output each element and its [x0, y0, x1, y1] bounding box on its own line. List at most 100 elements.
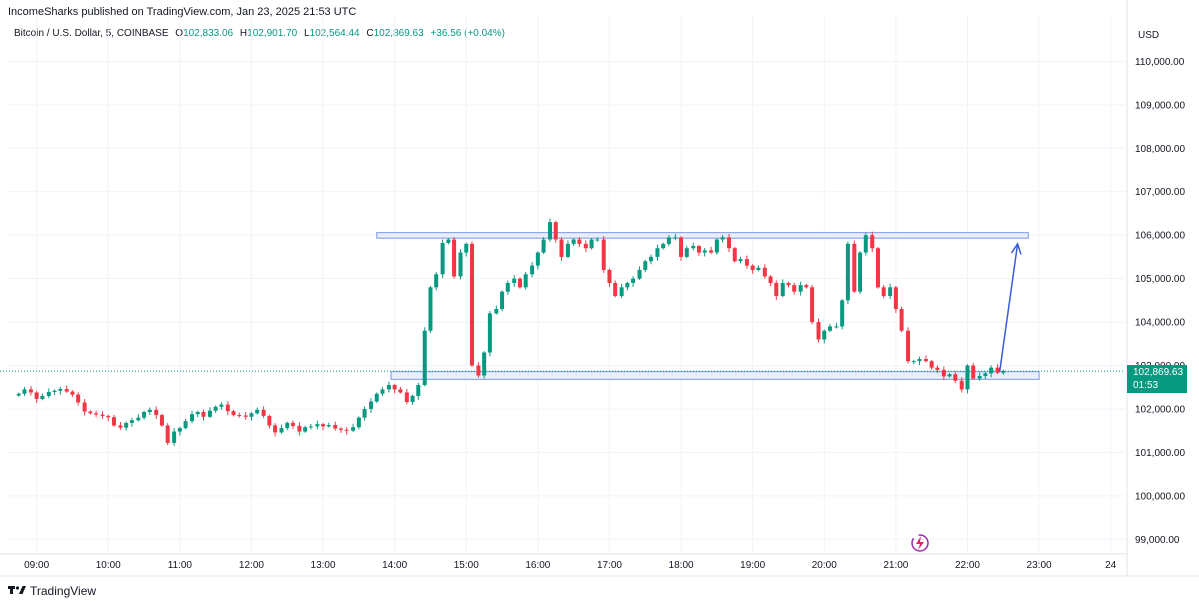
candle	[935, 365, 940, 373]
candle-body	[249, 413, 254, 417]
candle	[750, 264, 755, 274]
candle-body	[177, 428, 182, 432]
last-price-tag: 102,869.63 01:53	[1127, 365, 1187, 393]
candle-body	[290, 422, 295, 426]
candle	[906, 327, 911, 364]
candle-body	[935, 367, 940, 370]
y-tick-label: 108,000.00	[1135, 144, 1185, 155]
candle	[786, 281, 791, 288]
candle	[774, 280, 779, 300]
candle	[52, 389, 57, 396]
y-tick-label: 104,000.00	[1135, 318, 1185, 329]
x-tick-label: 22:00	[955, 560, 980, 571]
candle-body	[732, 248, 737, 262]
candle-body	[798, 285, 803, 292]
candle-body	[154, 409, 159, 416]
candle	[285, 421, 290, 431]
candle	[780, 279, 785, 298]
candle-body	[625, 282, 630, 288]
candle-body	[494, 309, 499, 314]
candle-body	[213, 406, 218, 411]
candle	[100, 411, 105, 419]
candle-body	[434, 274, 439, 288]
candle	[631, 276, 636, 287]
candle-body	[261, 409, 266, 416]
candle-body	[571, 239, 576, 244]
candle-body	[774, 282, 779, 296]
candle-body	[344, 429, 349, 431]
candle-body	[404, 392, 409, 403]
candle	[255, 407, 260, 415]
candle-body	[607, 269, 612, 283]
candle	[583, 240, 588, 253]
candle-body	[977, 375, 982, 379]
candle-body	[517, 278, 522, 288]
x-tick-label: 10:00	[96, 560, 121, 571]
candle	[392, 383, 397, 394]
candle-body	[190, 414, 195, 422]
candle-body	[279, 428, 284, 433]
y-tick-label: 102,000.00	[1135, 404, 1185, 415]
candle-body	[142, 412, 147, 418]
candle	[792, 282, 797, 295]
candle	[267, 414, 272, 429]
candle-body	[315, 424, 320, 427]
candle-body	[989, 367, 994, 374]
candle	[111, 414, 116, 427]
candle	[124, 421, 129, 431]
candle-body	[172, 431, 177, 443]
candle	[863, 232, 868, 256]
candle	[512, 275, 517, 287]
high-value: 102,901.70	[247, 28, 298, 39]
candle	[530, 262, 535, 278]
candle-body	[780, 282, 785, 296]
candle	[858, 251, 863, 294]
candle-body	[428, 287, 433, 331]
candle	[362, 406, 367, 421]
candle	[762, 264, 767, 279]
candle-body	[559, 239, 564, 257]
x-tick-label: 15:00	[454, 560, 479, 571]
candle-body	[691, 246, 696, 249]
candle-body	[648, 256, 653, 262]
candle-body	[827, 326, 833, 331]
candle	[971, 363, 976, 380]
candle-body	[947, 374, 952, 377]
candle	[159, 413, 164, 427]
y-tick-label: 106,000.00	[1135, 231, 1185, 242]
candle-body	[469, 243, 474, 366]
candle	[589, 238, 594, 250]
candle	[303, 425, 308, 433]
candle	[810, 284, 815, 325]
candle-body	[673, 237, 678, 239]
candle-body	[124, 422, 129, 428]
candle-body	[666, 237, 671, 244]
candle	[195, 410, 200, 418]
candle-body	[845, 243, 850, 301]
candle	[607, 268, 612, 287]
low-value: 102,564.44	[309, 28, 360, 39]
candle-body	[893, 287, 898, 310]
candle-body	[285, 422, 290, 429]
candle	[679, 236, 684, 261]
candle-body	[476, 365, 481, 376]
candle	[1001, 369, 1006, 375]
candle	[344, 427, 349, 435]
candle	[852, 240, 857, 293]
candle	[505, 280, 510, 295]
resistance-zone	[376, 231, 1029, 239]
candle-body	[321, 424, 326, 427]
candle-body	[333, 425, 338, 429]
candle-body	[744, 259, 749, 266]
candle-body	[523, 274, 528, 288]
candle	[231, 409, 236, 417]
candle-body	[273, 425, 278, 433]
candle	[666, 234, 671, 247]
candle-body	[410, 395, 415, 403]
candle	[46, 388, 51, 399]
high-label: H	[239, 28, 248, 39]
tradingview-footer[interactable]: TradingView	[8, 584, 96, 598]
candle	[464, 242, 469, 257]
currency-label[interactable]: USD	[1138, 30, 1160, 41]
